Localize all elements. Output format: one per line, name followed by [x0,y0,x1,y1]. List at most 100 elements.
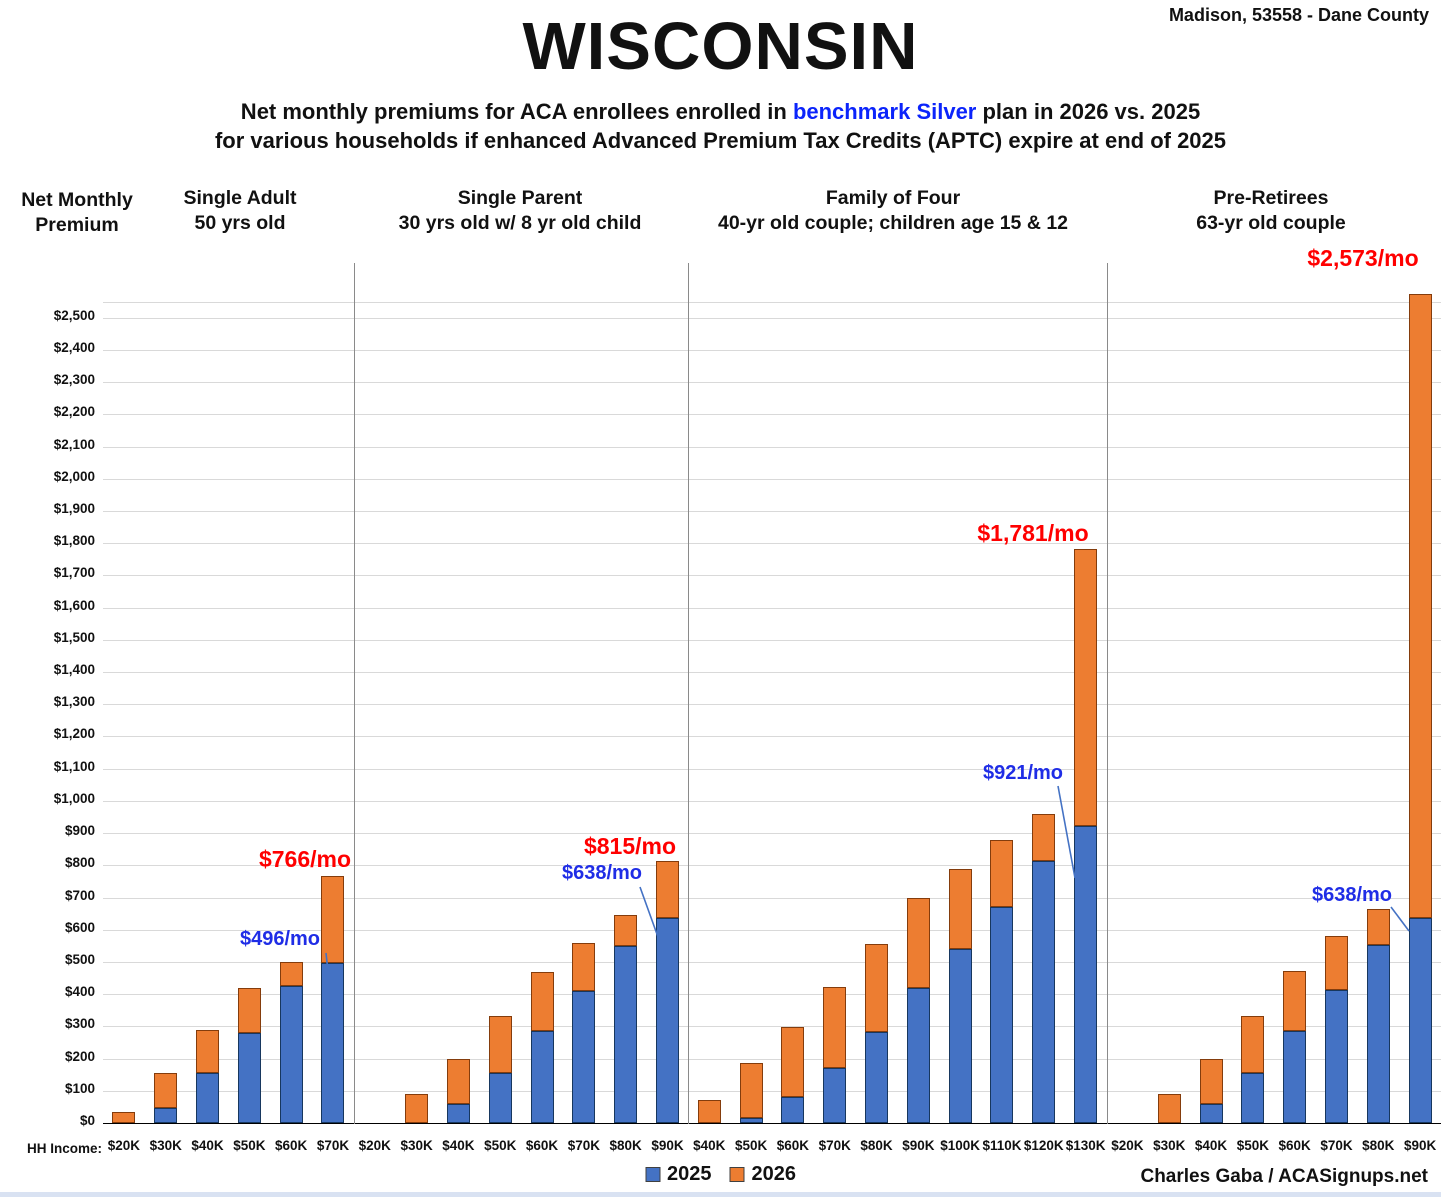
x-tick-single-adult-30K: $30K [149,1138,182,1153]
bar-2026-segment [948,868,972,950]
gridline-2400 [103,349,1441,351]
x-tick-family-of-four-90K: $90K [902,1138,935,1153]
bar-2026-segment [530,971,554,1032]
x-tick-family-of-four-70K: $70K [818,1138,851,1153]
y-tick-2400: $2,400 [53,339,95,355]
gridline-2100 [103,446,1441,448]
y-axis-header-line1: Net Monthly [21,189,133,211]
x-tick-single-parent-80K: $80K [609,1138,642,1153]
bar-2026-segment [906,897,930,989]
gridline-2300 [103,382,1441,384]
gridline-800 [103,865,1441,867]
group-separator-3 [1106,263,1108,1124]
x-tick-single-adult-50K: $50K [233,1138,266,1153]
x-tick-pre-retirees-90K: $90K [1403,1138,1437,1153]
x-tick-pre-retirees-40K: $40K [1194,1138,1228,1153]
gridline-600 [103,929,1441,931]
bar-2025-segment [446,1104,470,1123]
bar-2025-segment [948,949,972,1123]
y-tick-1500: $1,500 [53,629,95,645]
y-tick-1900: $1,900 [53,501,95,516]
legend-item-2025: 2025 [645,1163,712,1186]
legend-label-2026: 2026 [751,1163,797,1185]
y-axis-header-line2: Premium [35,214,119,236]
y-tick-1600: $1,600 [53,597,95,613]
gridline-1900 [103,511,1441,512]
y-tick-2300: $2,300 [53,372,95,388]
bar-2025-segment [655,917,679,1123]
bar-2026-segment [823,987,847,1069]
bar-2026-segment [488,1015,512,1074]
page-title: WISCONSIN [522,9,919,84]
x-tick-single-adult-20K: $20K [107,1138,141,1153]
bar-2026-segment [697,1100,721,1123]
gridline-500 [103,961,1441,963]
y-tick-300: $300 [64,1016,95,1032]
gridline-1000 [103,800,1441,802]
x-tick-family-of-four-80K: $80K [860,1138,893,1153]
annotation-sa-2026: $766/mo [258,846,352,872]
bar-2025-segment [154,1107,178,1123]
x-tick-single-adult-70K: $70K [316,1138,350,1153]
y-tick-1300: $1,300 [53,694,95,710]
credit-label: Charles Gaba / ACASignups.net [1140,1166,1428,1187]
bar-2025-segment [279,986,303,1123]
gridline-1400 [103,672,1441,674]
bar-2025-segment [1074,826,1098,1123]
bar-2026-segment [196,1030,220,1074]
bar-2025-segment [781,1097,805,1123]
bar-2026-segment [1366,909,1390,945]
gridline-1600 [103,607,1441,609]
y-tick-600: $600 [64,919,95,935]
x-tick-single-parent-50K: $50K [484,1138,517,1153]
bar-2025-segment [1408,917,1432,1123]
bar-2025-segment [990,907,1014,1123]
bar-2025-segment [865,1031,889,1123]
gridline-300 [103,1026,1441,1028]
y-tick-100: $100 [64,1080,95,1096]
bar-2026-segment [405,1094,429,1123]
bar-2025-segment [1241,1073,1265,1123]
bar-2026-segment [614,915,638,946]
gridline-2000 [103,478,1441,480]
x-tick-pre-retirees-60K: $60K [1278,1138,1311,1153]
x-tick-family-of-four-100K: $100K [940,1138,981,1153]
bar-2025-segment [321,963,345,1123]
bar-2026-segment [112,1112,136,1123]
bar-2025-segment [1324,989,1348,1123]
y-tick-1700: $1,700 [53,565,95,581]
y-tick-1200: $1,200 [53,726,95,742]
bar-2025-segment [196,1073,220,1123]
bar-2025-segment [1032,860,1056,1123]
gridline-1100 [103,768,1441,770]
annotation-sp-2026: $815/mo [583,833,677,859]
gridline-1200 [103,736,1441,738]
legend-swatch-2025 [645,1167,660,1182]
bar-2026-segment [739,1063,763,1119]
y-tick-800: $800 [64,855,95,871]
subtitle-post: plan in 2026 vs. 2025 [976,99,1201,124]
x-tick-single-adult-40K: $40K [191,1138,224,1153]
bar-2026-segment [1241,1015,1265,1074]
gridline-1300 [103,704,1441,706]
bar-2026-segment [1283,970,1307,1032]
x-tick-single-parent-20K: $20K [358,1138,391,1153]
bar-2025-segment [488,1073,512,1123]
bar-2026-segment [1408,294,1432,918]
x-tick-single-parent-30K: $30K [400,1138,433,1153]
gridline-1500 [103,639,1441,641]
x-tick-single-parent-40K: $40K [442,1138,475,1153]
y-tick-1000: $1,000 [53,790,95,806]
legend: 2025 2026 [645,1163,796,1186]
x-tick-family-of-four-130K: $130K [1065,1138,1106,1153]
gridline-200 [103,1058,1441,1060]
bar-2026-segment [990,840,1014,908]
bar-2025-segment [237,1032,261,1123]
bar-2026-segment [279,961,303,987]
gridline-900 [103,833,1441,835]
y-axis-header: Net Monthly Premium [21,188,133,238]
bar-2026-segment [572,942,596,991]
subtitle-line-1: Net monthly premiums for ACA enrollees e… [241,99,1200,125]
y-tick-2200: $2,200 [53,404,95,420]
